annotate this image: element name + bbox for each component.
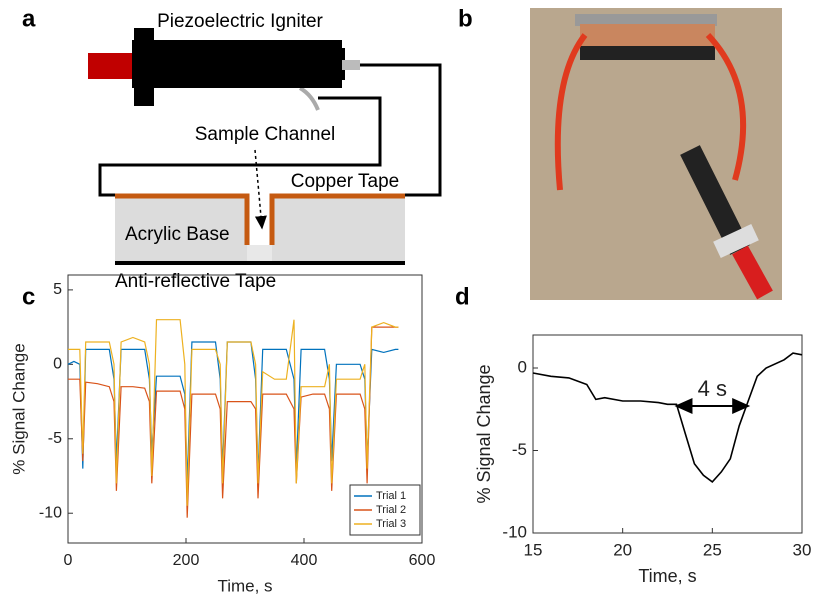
x-tick-label: 600 [409, 552, 436, 569]
x-axis-label: Time, s [638, 566, 696, 586]
y-tick-label: 5 [53, 281, 62, 298]
x-tick-label: 30 [793, 540, 812, 559]
annotation-text: 4 s [698, 376, 727, 401]
x-tick-label: 25 [703, 540, 722, 559]
diagram-label: Copper Tape [291, 171, 399, 192]
legend-label: Trial 2 [376, 504, 406, 516]
y-tick-label: -5 [48, 430, 62, 447]
panel-label: c [22, 283, 35, 310]
y-tick-label: 0 [518, 357, 527, 376]
x-tick-label: 0 [64, 552, 73, 569]
legend-label: Trial 3 [376, 518, 406, 530]
diagram-label: Acrylic Base [125, 224, 230, 245]
photo [530, 8, 782, 300]
diagram-label: Piezoelectric Igniter [157, 11, 323, 32]
y-tick-label: 0 [53, 356, 62, 373]
y-axis-label: % Signal Change [9, 343, 28, 474]
x-tick-label: 20 [613, 540, 632, 559]
y-tick-label: -10 [502, 522, 527, 541]
x-axis-label: Time, s [217, 576, 272, 595]
x-tick-label: 15 [524, 540, 543, 559]
x-tick-label: 200 [173, 552, 200, 569]
diagram: Piezoelectric Igniter Sample Channel Cop… [88, 11, 442, 292]
data-line [532, 352, 803, 483]
legend-label: Trial 1 [376, 490, 406, 502]
y-axis-label: % Signal Change [474, 364, 494, 503]
y-tick-label: -5 [512, 440, 527, 459]
x-tick-label: 400 [291, 552, 318, 569]
panel-label: d [455, 283, 470, 310]
panel-label: b [458, 5, 473, 32]
plot-area [532, 334, 803, 534]
diagram-label: Sample Channel [195, 124, 335, 145]
data-line [68, 319, 399, 506]
panel-label: a [22, 5, 36, 32]
plot-area [67, 274, 423, 544]
y-tick-label: -10 [39, 504, 62, 521]
diagram-label: Anti-reflective Tape [115, 271, 276, 292]
